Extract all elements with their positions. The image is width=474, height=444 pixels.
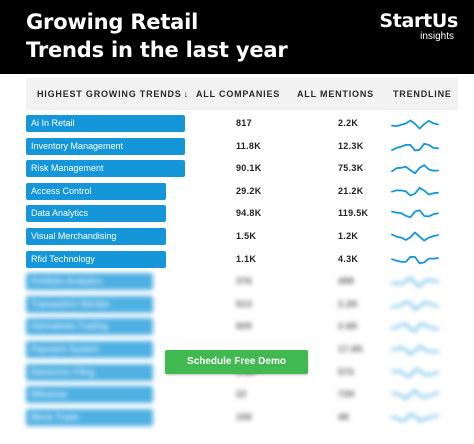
brand-name: StartUs bbox=[379, 10, 458, 32]
trendline-sparkline bbox=[391, 389, 439, 400]
brand-logo[interactable]: StartUs insights bbox=[379, 10, 458, 42]
trend-name-tag[interactable]: Access Control bbox=[26, 182, 166, 200]
column-header-trends-label: HIGHEST GROWING TRENDS bbox=[37, 89, 182, 99]
table-row[interactable]: Access Control 29.2K 21.2K bbox=[0, 182, 474, 202]
companies-count: 156 bbox=[236, 411, 252, 422]
trend-name-tag[interactable]: Electronic Filing bbox=[26, 363, 153, 381]
mentions-count: 72K bbox=[338, 389, 356, 400]
trend-name-tag[interactable]: Visual Merchandising bbox=[26, 228, 166, 245]
companies-count: 11.8K bbox=[236, 140, 262, 151]
trend-name-tag[interactable]: Data Analytics bbox=[26, 205, 166, 223]
trend-name-tag[interactable]: Portfolio Analytics bbox=[26, 273, 153, 291]
mentions-count: 21.2K bbox=[338, 185, 364, 196]
mentions-count: 12.3K bbox=[338, 140, 364, 151]
table-row[interactable]: Visual Merchandising 1.5K 1.2K bbox=[0, 227, 474, 247]
companies-count: 1.5K bbox=[236, 231, 257, 241]
trendline-sparkline bbox=[391, 119, 439, 130]
trendline-sparkline bbox=[391, 323, 439, 333]
mentions-count: 2.2K bbox=[338, 298, 359, 309]
header-banner: Growing Retail Trends in the last year S… bbox=[0, 0, 474, 74]
companies-count: 817 bbox=[236, 118, 252, 128]
column-header-mentions[interactable]: ALL MENTIONS bbox=[297, 89, 374, 99]
table-row[interactable]: Transaction Monitor 513 2.2K bbox=[0, 295, 474, 315]
trend-name-tag[interactable]: Rfid Technology bbox=[26, 250, 166, 268]
trendline-sparkline bbox=[391, 412, 439, 422]
trendline-sparkline bbox=[391, 345, 439, 356]
trend-name-tag[interactable]: Ai In Retail bbox=[26, 115, 185, 132]
trendline-sparkline bbox=[391, 368, 439, 377]
companies-count: 94.8K bbox=[236, 208, 262, 219]
trendline-sparkline bbox=[391, 142, 439, 151]
brand-subtitle: insights bbox=[420, 31, 454, 42]
mentions-count: 570 bbox=[338, 366, 354, 377]
mentions-count: 1.2K bbox=[338, 231, 359, 241]
table-row[interactable]: Ai In Retail 817 2.2K bbox=[0, 114, 474, 134]
companies-count: 29.2K bbox=[236, 185, 262, 196]
companies-count: 90.1K bbox=[236, 163, 262, 174]
mentions-count: 4.3K bbox=[338, 253, 359, 264]
companies-count: 609 bbox=[236, 321, 252, 332]
schedule-demo-button[interactable]: Schedule Free Demo bbox=[165, 350, 308, 374]
trend-name-tag[interactable]: Block Trade bbox=[26, 408, 153, 426]
trend-name-tag[interactable]: Transaction Monitor bbox=[26, 295, 153, 313]
mentions-count: 498 bbox=[338, 276, 354, 287]
trend-name-tag[interactable]: Payment System bbox=[26, 341, 153, 358]
column-header-companies[interactable]: ALL COMPANIES bbox=[196, 89, 281, 99]
page-title-line-2: Trends in the last year bbox=[26, 38, 288, 62]
table-row[interactable]: Rfid Technology 1.1K 4.3K bbox=[0, 250, 474, 270]
trendline-sparkline bbox=[391, 209, 439, 219]
table-row[interactable]: Inventory Management 11.8K 12.3K bbox=[0, 137, 474, 157]
trend-name-tag[interactable]: Risk Management bbox=[26, 160, 185, 178]
trend-name-tag[interactable]: Inventory Management bbox=[26, 137, 185, 155]
trendline-sparkline bbox=[391, 277, 439, 288]
column-header-trends[interactable]: HIGHEST GROWING TRENDS ↓ bbox=[37, 89, 189, 99]
page-title-line-1: Growing Retail bbox=[26, 10, 199, 34]
mentions-count: 2.2K bbox=[338, 118, 359, 128]
mentions-count: 2.6K bbox=[338, 321, 359, 332]
trendline-sparkline bbox=[391, 300, 439, 310]
trend-name-tag[interactable]: Billcense bbox=[26, 386, 153, 404]
table-row[interactable]: Risk Management 90.1K 75.3K bbox=[0, 159, 474, 179]
table-row[interactable]: Portfolio Analytics 376 498 bbox=[0, 272, 474, 292]
trendline-sparkline bbox=[391, 164, 439, 175]
table-header: HIGHEST GROWING TRENDS ↓ ALL COMPANIES AL… bbox=[26, 78, 458, 110]
table-row[interactable]: Payment System 17.6K bbox=[0, 340, 474, 360]
column-header-trendline: TRENDLINE bbox=[393, 89, 452, 99]
table-row[interactable]: Billcense 22 72K bbox=[0, 385, 474, 405]
companies-count: 22 bbox=[236, 389, 247, 400]
table-row[interactable]: Data Analytics 94.8K 119.5K bbox=[0, 204, 474, 224]
companies-count: 513 bbox=[236, 298, 252, 309]
trendline-sparkline bbox=[391, 231, 439, 242]
table-row[interactable]: Block Trade 156 4K bbox=[0, 408, 474, 428]
companies-count: 376 bbox=[236, 276, 252, 287]
mentions-count: 4K bbox=[338, 411, 351, 422]
mentions-count: 75.3K bbox=[338, 163, 364, 174]
mentions-count: 17.6K bbox=[338, 344, 364, 354]
trend-name-tag[interactable]: Derivatives Trading bbox=[26, 318, 153, 336]
arrow-down-icon[interactable]: ↓ bbox=[183, 89, 189, 99]
trendline-sparkline bbox=[391, 186, 439, 197]
trendline-sparkline bbox=[391, 255, 439, 264]
mentions-count: 119.5K bbox=[338, 208, 369, 219]
companies-count: 1.1K bbox=[236, 253, 257, 264]
table-row[interactable]: Derivatives Trading 609 2.6K bbox=[0, 317, 474, 337]
